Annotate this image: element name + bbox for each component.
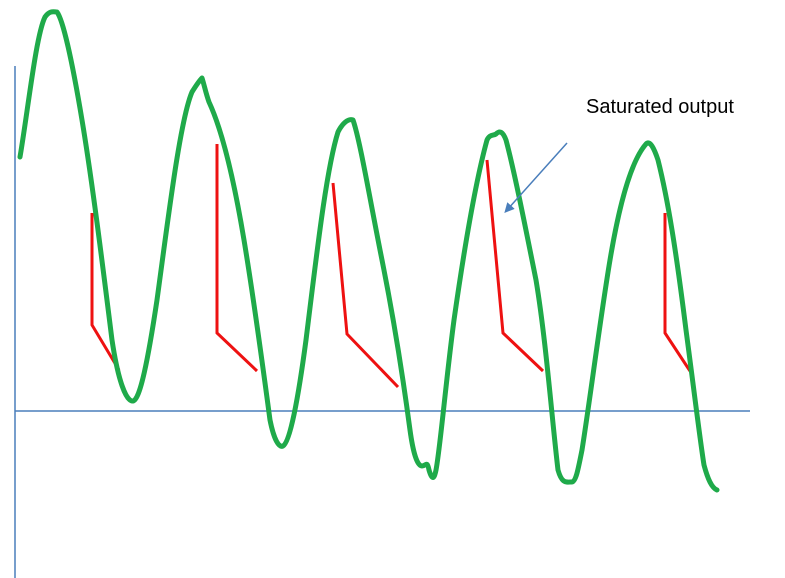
signal-waveform xyxy=(17,9,720,493)
saturation-segment-3 xyxy=(331,182,400,389)
saturation-segment-4 xyxy=(485,159,545,373)
saturation-segment-5 xyxy=(663,213,692,372)
saturation-segment-2 xyxy=(215,144,259,373)
saturation-segments xyxy=(90,144,692,389)
annotation-label: Saturated output xyxy=(586,96,734,118)
annotation-arrow xyxy=(504,142,568,213)
saturation-segment-1 xyxy=(90,213,121,371)
